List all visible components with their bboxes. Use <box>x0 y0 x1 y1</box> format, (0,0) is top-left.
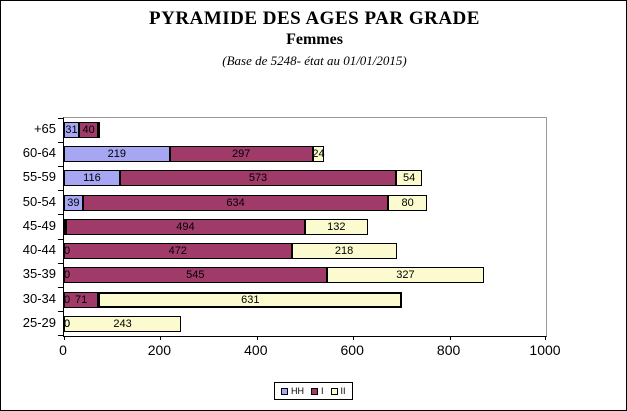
y-axis-label: 55-59 <box>22 169 56 185</box>
y-axis-label: 50-54 <box>22 193 56 209</box>
y-axis-tick <box>58 165 63 167</box>
bar-segment <box>64 194 83 211</box>
bar-value-label: 0 <box>63 293 71 306</box>
bar-value-label: 219 <box>107 148 126 161</box>
bar-segment <box>82 194 389 211</box>
y-axis-label: 45-49 <box>22 217 56 233</box>
bar-segment <box>64 267 327 284</box>
bar-segment <box>98 291 403 308</box>
bar-value-label: 24 <box>312 148 325 161</box>
x-axis-tick <box>160 336 162 340</box>
x-axis-tick <box>256 336 258 340</box>
bar-value-label: 243 <box>113 317 132 330</box>
y-axis-tick <box>58 214 63 216</box>
legend-item: I <box>311 385 324 396</box>
bar-segment <box>98 122 101 138</box>
y-axis-tick <box>58 262 63 264</box>
bar-value-label: 0 <box>63 317 71 330</box>
bar-value-label: 327 <box>396 269 415 282</box>
bar-value-label: 573 <box>248 172 268 185</box>
bar-value-label: 297 <box>231 148 251 161</box>
bar-value-label: 116 <box>83 172 101 185</box>
x-axis-tick-label: 200 <box>147 342 172 358</box>
bar-segment <box>304 218 369 235</box>
bar-segment <box>64 218 67 235</box>
plot-area: 31 40 219 297 24 116 573 54 39 634 80 494 132 0 472 218… <box>58 117 547 340</box>
bar-segment <box>64 243 292 260</box>
y-axis-tick <box>58 238 63 240</box>
legend-swatch-ii <box>330 387 338 395</box>
bar-segment <box>64 146 170 163</box>
bar-segment <box>64 170 120 187</box>
x-axis-tick-label: 800 <box>436 342 461 358</box>
chart-note: (Base de 5248- état au 01/01/2015) <box>222 53 407 68</box>
bar-value-label: 39 <box>67 196 80 209</box>
bar-segment <box>326 267 485 284</box>
bar-value-label: 71 <box>74 293 88 306</box>
y-axis-tick <box>58 117 63 119</box>
legend-label: II <box>340 385 346 396</box>
bar-segment <box>119 170 397 187</box>
bar-value-label: 545 <box>186 269 205 282</box>
legend-label: HH <box>291 385 304 396</box>
bar-segment <box>291 243 397 260</box>
bar-value-label: 54 <box>402 172 416 185</box>
bar-value-label: 0 <box>63 269 71 282</box>
x-axis-tick <box>449 336 451 340</box>
y-axis-tick <box>58 287 63 289</box>
y-axis-label: +65 <box>33 121 56 136</box>
bar-value-label: 631 <box>241 293 260 306</box>
chart-title: PYRAMIDE DES AGES PAR GRADE <box>149 8 480 29</box>
legend-swatch-i <box>311 387 318 395</box>
y-axis-label: 60-64 <box>22 145 56 161</box>
bar-segment <box>396 170 423 187</box>
x-axis-tick-label: 1000 <box>529 342 561 358</box>
y-axis-tick <box>58 335 63 336</box>
y-axis-label: 35-39 <box>22 266 56 282</box>
bar-segment <box>64 122 79 138</box>
bar-segment <box>312 146 325 163</box>
bar-value-label: 218 <box>334 245 354 258</box>
x-axis-tick <box>545 336 546 340</box>
legend: HH I II <box>274 382 353 400</box>
bar-value-label: 40 <box>82 124 95 136</box>
bar-value-label: 472 <box>168 245 187 258</box>
legend-swatch-hh <box>281 387 288 395</box>
bar-value-label: 80 <box>401 196 414 209</box>
x-axis-tick <box>64 336 65 340</box>
legend-item: HH <box>281 385 304 396</box>
y-axis-tick <box>58 190 63 192</box>
x-axis-tick-label: 0 <box>59 342 67 358</box>
y-axis-label: 25-29 <box>22 314 56 330</box>
bar-value-label: 0 <box>63 245 71 258</box>
x-axis-tick-label: 600 <box>340 342 364 358</box>
bar-segment <box>66 218 305 235</box>
chart-subtitle: Femmes <box>286 31 343 48</box>
y-axis-label: 40-44 <box>22 242 56 258</box>
bar-segment <box>64 315 182 332</box>
bar-value-label: 494 <box>176 220 195 233</box>
y-axis-label: 30-34 <box>22 290 56 306</box>
bar-segment <box>64 291 99 308</box>
y-axis-tick <box>58 141 63 143</box>
bar-value-label: 0 <box>63 317 71 330</box>
bar-segment <box>169 146 313 163</box>
bar-value-label: 31 <box>65 124 78 136</box>
bar-segment <box>388 194 427 211</box>
bar-value-label: 634 <box>226 196 245 209</box>
bar-value-label: 132 <box>327 220 346 233</box>
y-axis-tick <box>58 311 63 313</box>
legend-item: II <box>330 385 346 396</box>
bar-segment <box>78 122 99 138</box>
legend-label: I <box>321 385 324 396</box>
x-axis-tick <box>353 336 355 340</box>
x-axis-tick-label: 400 <box>244 342 268 358</box>
